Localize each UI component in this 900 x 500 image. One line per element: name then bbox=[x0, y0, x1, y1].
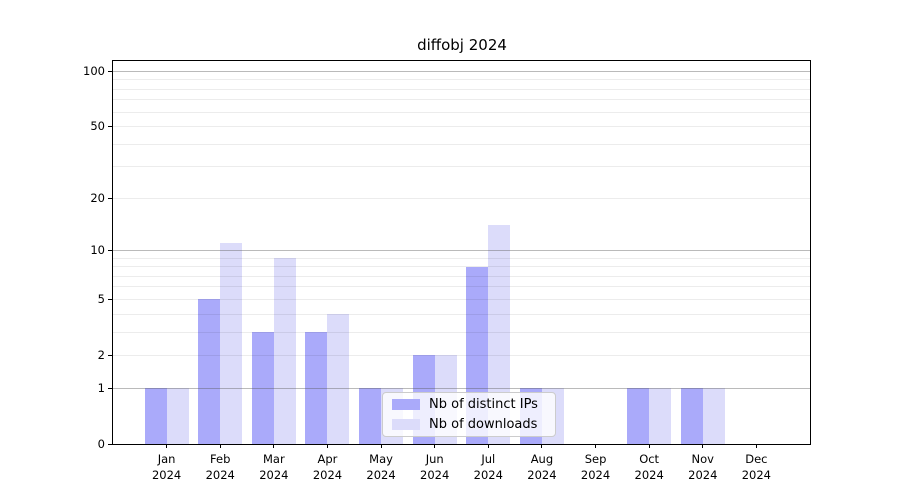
y-tick-10 bbox=[108, 249, 112, 251]
x-tick-label-7: Jul 2024 bbox=[473, 452, 503, 483]
gridline-minor-40 bbox=[113, 143, 810, 145]
y-tick-label-50: 50 bbox=[90, 119, 105, 134]
bar-downloads-4 bbox=[327, 314, 350, 444]
gridline-minor-2 bbox=[113, 354, 810, 356]
bar-distinct-ips-10 bbox=[627, 388, 650, 444]
gridline-minor-4 bbox=[113, 313, 810, 315]
y-tick-2 bbox=[108, 354, 112, 356]
x-tick-12 bbox=[755, 444, 757, 448]
gridline-minor-5 bbox=[113, 298, 810, 300]
x-tick-label-4: Apr 2024 bbox=[312, 452, 343, 483]
legend-label-distinct-ips: Nb of distinct IPs bbox=[429, 397, 538, 412]
y-tick-100 bbox=[108, 70, 112, 72]
x-tick-5 bbox=[380, 444, 382, 448]
gridline-major-10 bbox=[113, 249, 810, 251]
legend-label-downloads: Nb of downloads bbox=[429, 417, 538, 432]
x-tick-label-12: Dec 2024 bbox=[741, 452, 772, 483]
x-tick-9 bbox=[595, 444, 597, 448]
bar-distinct-ips-11 bbox=[680, 388, 703, 444]
gridline-minor-6 bbox=[113, 286, 810, 288]
legend-swatch-downloads bbox=[392, 419, 420, 430]
bar-distinct-ips-3 bbox=[251, 332, 274, 444]
y-tick-label-20: 20 bbox=[90, 190, 105, 205]
x-tick-label-8: Aug 2024 bbox=[527, 452, 557, 483]
gridline-minor-3 bbox=[113, 331, 810, 333]
x-tick-2 bbox=[219, 444, 221, 448]
x-tick-11 bbox=[702, 444, 704, 448]
gridline-minor-90 bbox=[113, 79, 810, 81]
bar-distinct-ips-1 bbox=[144, 388, 167, 444]
x-tick-7 bbox=[487, 444, 489, 448]
x-tick-label-11: Nov 2024 bbox=[688, 452, 718, 483]
y-tick-label-1: 1 bbox=[97, 380, 105, 395]
gridline-minor-60 bbox=[113, 111, 810, 113]
bar-downloads-10 bbox=[649, 388, 672, 444]
x-tick-10 bbox=[648, 444, 650, 448]
y-tick-1 bbox=[108, 387, 112, 389]
y-tick-label-10: 10 bbox=[90, 242, 105, 257]
y-tick-label-100: 100 bbox=[83, 63, 105, 78]
gridline-minor-30 bbox=[113, 166, 810, 168]
gridline-minor-8 bbox=[113, 266, 810, 268]
gridline-minor-7 bbox=[113, 275, 810, 277]
y-tick-5 bbox=[108, 298, 112, 300]
gridline-minor-9 bbox=[113, 257, 810, 259]
x-tick-label-2: Feb 2024 bbox=[205, 452, 235, 483]
gridline-major-1 bbox=[113, 387, 810, 389]
bar-distinct-ips-4 bbox=[305, 332, 328, 444]
bar-downloads-2 bbox=[220, 243, 243, 444]
x-tick-label-1: Jan 2024 bbox=[151, 452, 182, 483]
bar-distinct-ips-5 bbox=[359, 388, 382, 444]
bar-downloads-1 bbox=[166, 388, 189, 444]
bar-downloads-7 bbox=[488, 225, 511, 444]
gridline-minor-20 bbox=[113, 197, 810, 199]
bar-downloads-3 bbox=[273, 258, 296, 444]
x-tick-label-9: Sep 2024 bbox=[580, 452, 611, 483]
gridline-minor-50 bbox=[113, 126, 810, 128]
legend: Nb of distinct IPs Nb of downloads bbox=[382, 392, 556, 437]
x-tick-4 bbox=[326, 444, 328, 448]
legend-item-downloads: Nb of downloads bbox=[392, 417, 555, 432]
bar-downloads-11 bbox=[702, 388, 725, 444]
x-tick-label-10: Oct 2024 bbox=[634, 452, 664, 483]
y-tick-label-0: 0 bbox=[97, 436, 105, 451]
y-tick-50 bbox=[108, 126, 112, 128]
x-tick-8 bbox=[541, 444, 543, 448]
bar-distinct-ips-2 bbox=[198, 299, 221, 444]
x-tick-6 bbox=[434, 444, 436, 448]
y-tick-20 bbox=[108, 197, 112, 199]
x-tick-label-5: May 2024 bbox=[366, 452, 396, 483]
x-tick-3 bbox=[273, 444, 275, 448]
x-tick-label-3: Mar 2024 bbox=[259, 452, 289, 483]
plot-area: 0 1 2 5 10 20 50 100 Jan 2024 Feb 2024 Mar 2024 Apr… bbox=[83, 60, 811, 482]
y-tick-label-2: 2 bbox=[97, 347, 105, 362]
x-tick-1 bbox=[166, 444, 168, 448]
gridline-major-100 bbox=[113, 70, 810, 72]
chart-title: diffobj 2024 bbox=[417, 36, 507, 54]
legend-swatch-distinct-ips bbox=[392, 399, 420, 410]
y-tick-label-5: 5 bbox=[97, 291, 105, 306]
y-tick-0 bbox=[108, 443, 112, 445]
legend-item-distinct-ips: Nb of distinct IPs bbox=[392, 397, 555, 412]
x-tick-label-6: Jun 2024 bbox=[420, 452, 450, 483]
gridline-minor-80 bbox=[113, 88, 810, 90]
gridline-minor-70 bbox=[113, 99, 810, 101]
